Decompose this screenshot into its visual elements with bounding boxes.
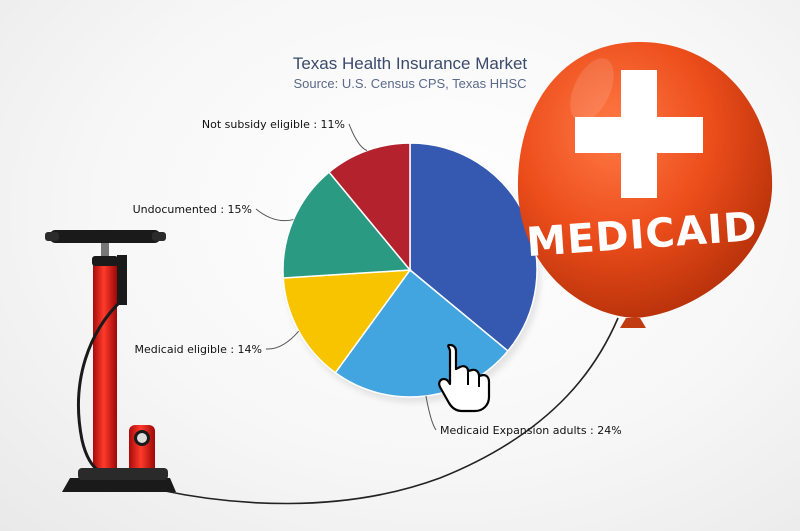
data-label: Medicaid eligible : 14% <box>135 343 263 356</box>
pie-slice-undocumented <box>282 171 412 279</box>
balloon-string <box>159 317 619 505</box>
chart-title: Texas Health Insurance Market <box>293 54 528 73</box>
pie-slice-medicaid-expansion-adults <box>334 268 509 398</box>
balloon-knot <box>620 318 646 328</box>
data-label: Not subsidy eligible : 11% <box>202 118 345 131</box>
chart-subtitle: Source: U.S. Census CPS, Texas HHSC <box>293 76 526 91</box>
pie-labels: Medicaid Expansion adults : 24% Medicaid … <box>133 118 622 437</box>
data-label: Undocumented : 15% <box>133 203 252 216</box>
air-pump-icon <box>45 230 176 492</box>
label-connector <box>255 208 294 222</box>
pie-slice-medicaid-eligible <box>282 269 412 374</box>
label-connector <box>348 123 368 151</box>
label-connector <box>425 395 437 431</box>
pie-chart <box>282 142 538 398</box>
medical-cross-icon <box>575 70 703 198</box>
medicaid-balloon: MEDICAID <box>517 42 773 328</box>
data-label: Medicaid Expansion adults : 24% <box>440 424 622 437</box>
hand-pointer-icon <box>438 343 491 413</box>
label-connector <box>265 330 300 350</box>
